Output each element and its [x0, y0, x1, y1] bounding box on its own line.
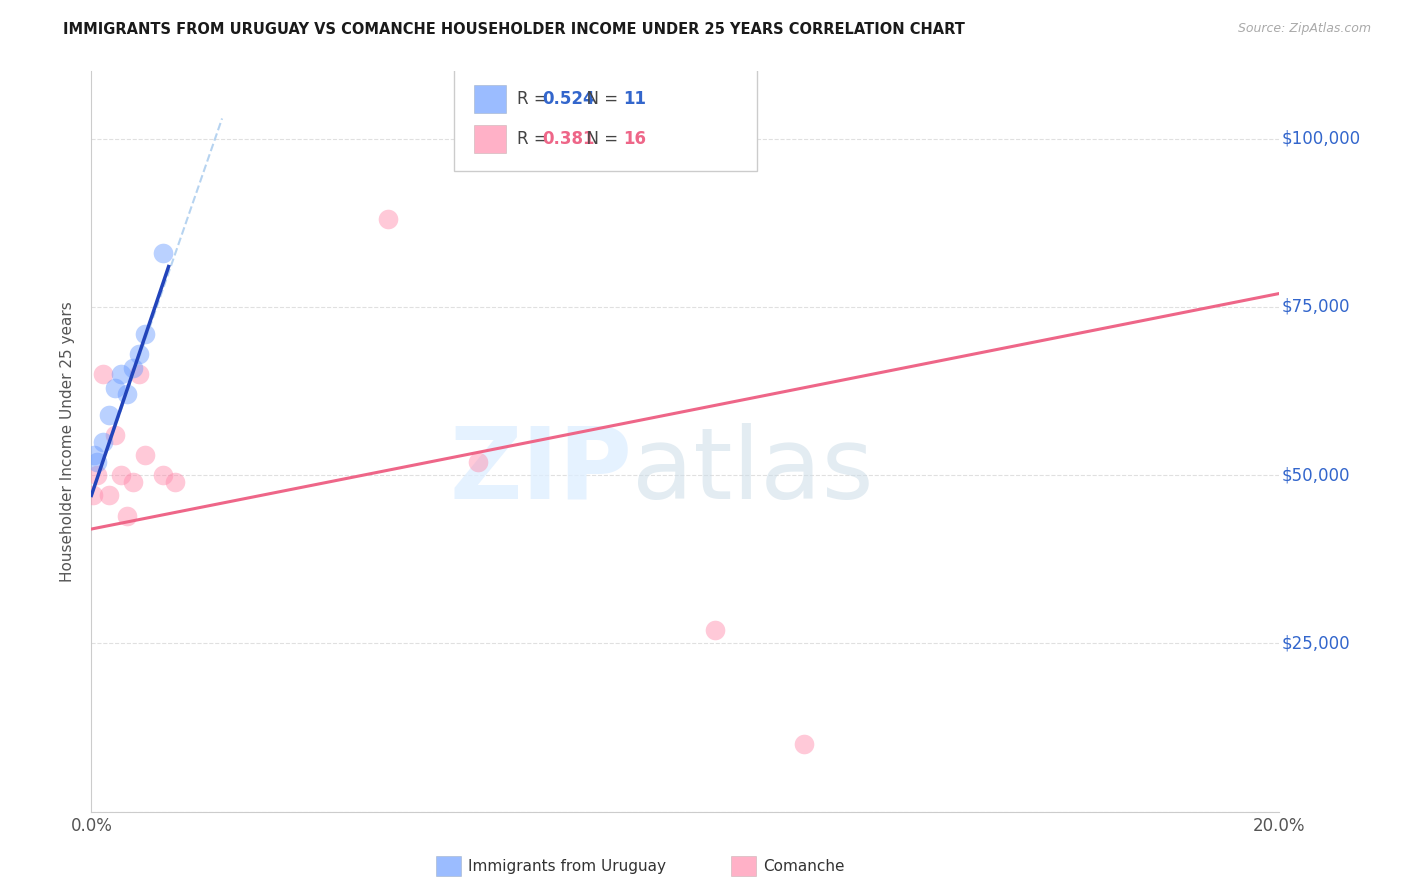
Point	[83, 448, 105, 462]
Point	[86, 455, 108, 469]
Point	[467, 455, 489, 469]
Point	[110, 368, 132, 382]
FancyBboxPatch shape	[474, 86, 506, 113]
Text: $100,000: $100,000	[1282, 129, 1361, 148]
Point	[704, 623, 727, 637]
Point	[82, 488, 104, 502]
Text: R =: R =	[517, 90, 554, 108]
Point	[122, 475, 145, 489]
Text: $25,000: $25,000	[1282, 634, 1350, 652]
Point	[793, 738, 815, 752]
Text: N =: N =	[576, 90, 623, 108]
Point	[128, 368, 150, 382]
Point	[115, 508, 138, 523]
FancyBboxPatch shape	[474, 126, 506, 153]
Point	[91, 434, 114, 449]
Point	[98, 488, 121, 502]
Text: 0.524: 0.524	[543, 90, 595, 108]
Y-axis label: Householder Income Under 25 years: Householder Income Under 25 years	[60, 301, 76, 582]
Point	[115, 387, 138, 401]
Point	[128, 347, 150, 361]
Text: IMMIGRANTS FROM URUGUAY VS COMANCHE HOUSEHOLDER INCOME UNDER 25 YEARS CORRELATIO: IMMIGRANTS FROM URUGUAY VS COMANCHE HOUS…	[63, 22, 965, 37]
Point	[152, 468, 174, 483]
Point	[163, 475, 186, 489]
Text: R =: R =	[517, 130, 554, 148]
Text: Source: ZipAtlas.com: Source: ZipAtlas.com	[1237, 22, 1371, 36]
Point	[98, 408, 121, 422]
Text: N =: N =	[576, 130, 623, 148]
Point	[122, 360, 145, 375]
Text: atlas: atlas	[631, 423, 873, 520]
Text: 11: 11	[623, 90, 647, 108]
Point	[152, 246, 174, 260]
Text: Immigrants from Uruguay: Immigrants from Uruguay	[468, 859, 666, 873]
Text: $50,000: $50,000	[1282, 467, 1350, 484]
Point	[134, 326, 156, 341]
Text: $75,000: $75,000	[1282, 298, 1350, 316]
Text: Comanche: Comanche	[763, 859, 845, 873]
Text: 0.381: 0.381	[543, 130, 595, 148]
Point	[86, 468, 108, 483]
Point	[377, 212, 399, 227]
Point	[134, 448, 156, 462]
Point	[104, 427, 127, 442]
Text: ZIP: ZIP	[449, 423, 631, 520]
Text: 16: 16	[623, 130, 647, 148]
FancyBboxPatch shape	[454, 70, 756, 171]
Point	[110, 468, 132, 483]
Point	[104, 381, 127, 395]
Point	[91, 368, 114, 382]
